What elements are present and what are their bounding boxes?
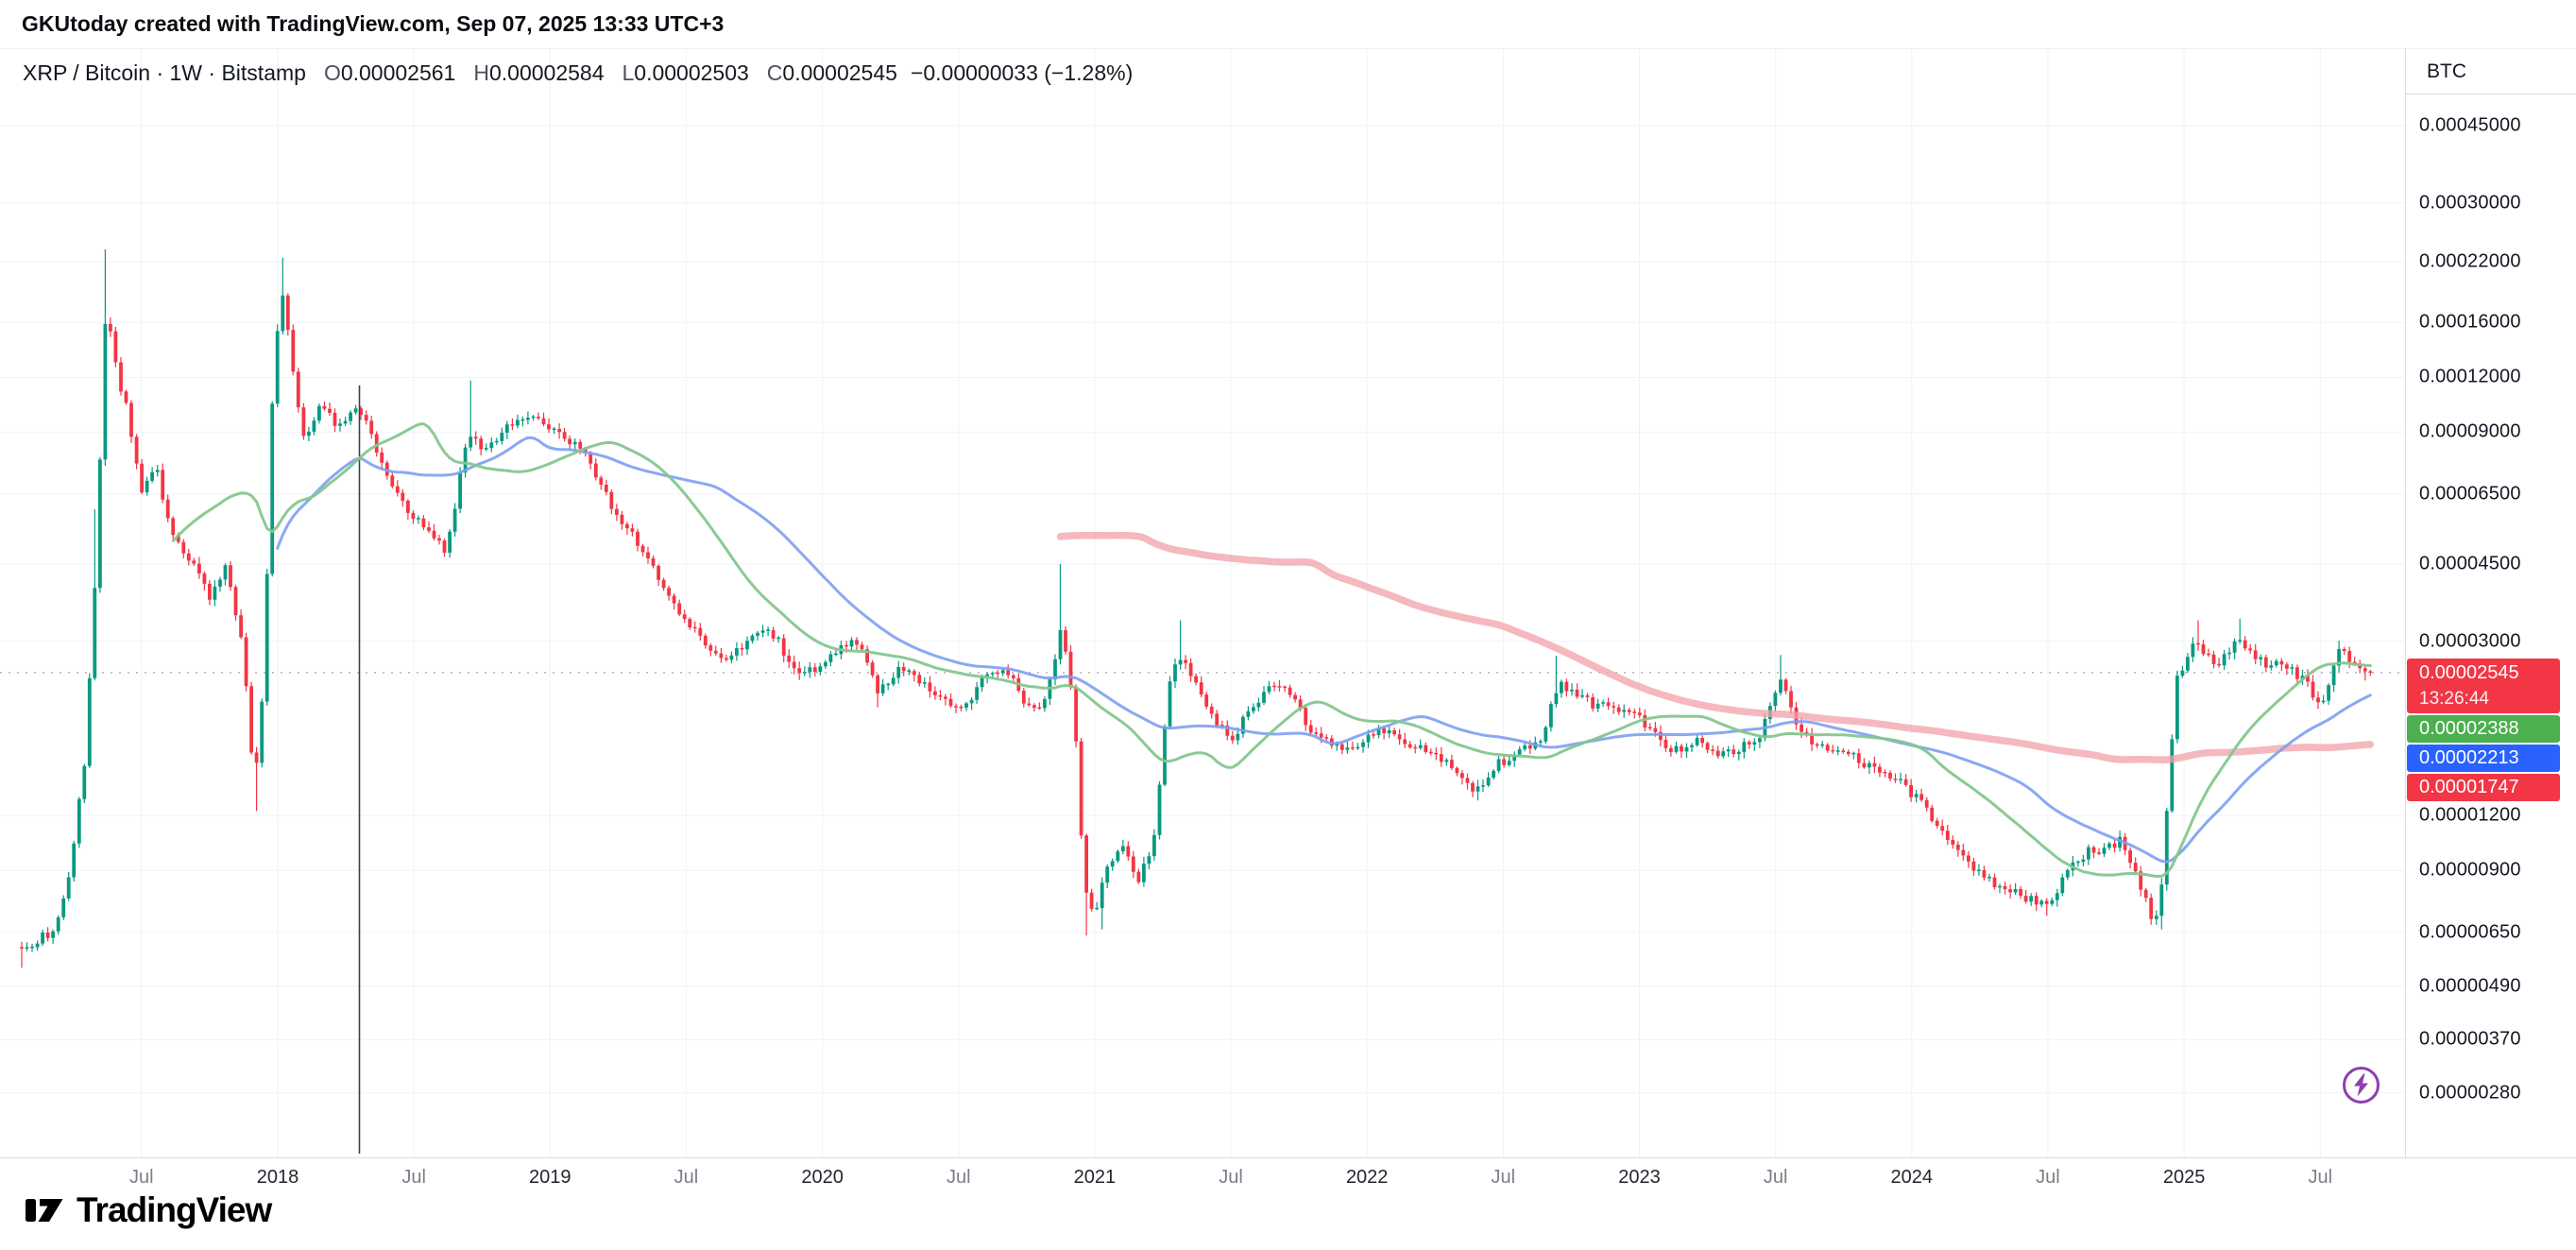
- time-tick-label: Jul: [129, 1167, 154, 1188]
- price-tick-label: 0.00004500: [2419, 553, 2521, 574]
- attribution-text: GKUtoday created with TradingView.com, S…: [22, 11, 725, 36]
- ohlc-label: O: [323, 60, 341, 85]
- time-tick-label: Jul: [2308, 1167, 2333, 1188]
- ohlc-label: L: [622, 60, 635, 85]
- ohlc-close: C0.00002545: [767, 60, 897, 86]
- ma-value-badge: 0.00002388: [2407, 715, 2560, 744]
- time-tick-label: 2022: [1345, 1167, 1389, 1188]
- price-tick-label: 0.00006500: [2419, 483, 2521, 505]
- price-tick-label: 0.00000900: [2419, 859, 2521, 881]
- time-tick-label: 2018: [256, 1167, 299, 1188]
- price-tick-label: 0.00001200: [2419, 804, 2521, 826]
- tradingview-logo-text[interactable]: TradingView: [77, 1190, 272, 1229]
- currency-label: BTC: [2427, 60, 2466, 82]
- time-tick-label: 2025: [2162, 1167, 2206, 1188]
- ohlc-high: H0.00002584: [473, 60, 604, 86]
- symbol-title[interactable]: XRP / Bitcoin · 1W · Bitstamp: [23, 60, 306, 85]
- ma-value-badge: 0.00002213: [2407, 745, 2560, 773]
- time-axis[interactable]: Jul 2018 Jul 2019 Jul 2020 Jul 2021 Jul 2022 Jul 20…: [0, 1157, 2576, 1200]
- price-tick-label: 0.00003000: [2419, 630, 2521, 652]
- last-price-badge: 0.00002545 13:26:44: [2407, 659, 2560, 714]
- time-tick-label: Jul: [2036, 1167, 2060, 1188]
- ohlc-value: 0.00002584: [488, 60, 605, 85]
- footer: TradingView: [21, 1187, 272, 1234]
- ohlc-value: 0.00002545: [782, 60, 897, 85]
- ohlc-value: 0.00002503: [634, 60, 749, 85]
- price-tick-label: 0.00045000: [2419, 114, 2521, 136]
- ohlc-label: C: [766, 60, 783, 85]
- time-tick-label: Jul: [946, 1167, 971, 1188]
- price-tick-label: 0.00000370: [2419, 1028, 2521, 1050]
- change-value: −0.00000033 (−1.28%): [910, 60, 1134, 85]
- last-price-value: 0.00002545: [2419, 662, 2519, 684]
- candle-countdown: 13:26:44: [2419, 689, 2489, 710]
- ohlc-low: L0.00002503: [622, 60, 748, 86]
- flash-icon[interactable]: [2343, 1067, 2380, 1104]
- time-tick-label: 2019: [529, 1167, 571, 1188]
- time-tick-label: 2024: [1890, 1167, 1934, 1188]
- price-tick-label: 0.00022000: [2419, 250, 2521, 272]
- price-tick-label: 0.00000650: [2419, 921, 2521, 943]
- price-tick-label: 0.00030000: [2419, 192, 2521, 214]
- price-axis-currency[interactable]: BTC: [2406, 49, 2576, 94]
- time-tick-label: Jul: [1491, 1167, 1516, 1188]
- price-axis[interactable]: BTC 0.00002545 13:26:44 0.00045000 0.0003…: [2405, 49, 2576, 1157]
- time-tick-label: 2021: [1073, 1167, 1117, 1188]
- price-tick-label: 0.00016000: [2419, 311, 2521, 333]
- time-tick-label: Jul: [1219, 1167, 1243, 1188]
- price-tick-label: 0.00009000: [2419, 420, 2521, 442]
- ohlc-value: 0.00002561: [340, 60, 456, 85]
- time-tick-label: Jul: [401, 1167, 426, 1188]
- price-tick-label: 0.00012000: [2419, 366, 2521, 387]
- ohlc-label: H: [473, 60, 489, 85]
- ohlc-open: O0.00002561: [324, 60, 455, 86]
- time-tick-label: 2023: [1618, 1167, 1661, 1188]
- ma-value-badge: 0.00001747: [2407, 774, 2560, 802]
- time-tick-label: Jul: [674, 1167, 699, 1188]
- attribution-bar: GKUtoday created with TradingView.com, S…: [0, 0, 2576, 49]
- price-tick-label: 0.00000490: [2419, 975, 2521, 997]
- lightning-bolt-icon: [2354, 1073, 2368, 1097]
- symbol-legend[interactable]: XRP / Bitcoin · 1W · Bitstamp O0.0000256…: [23, 60, 1133, 86]
- time-tick-label: 2020: [801, 1167, 844, 1188]
- tradingview-logo-icon[interactable]: [21, 1187, 68, 1234]
- price-tick-label: 0.00000280: [2419, 1082, 2521, 1104]
- time-tick-label: Jul: [1763, 1167, 1788, 1188]
